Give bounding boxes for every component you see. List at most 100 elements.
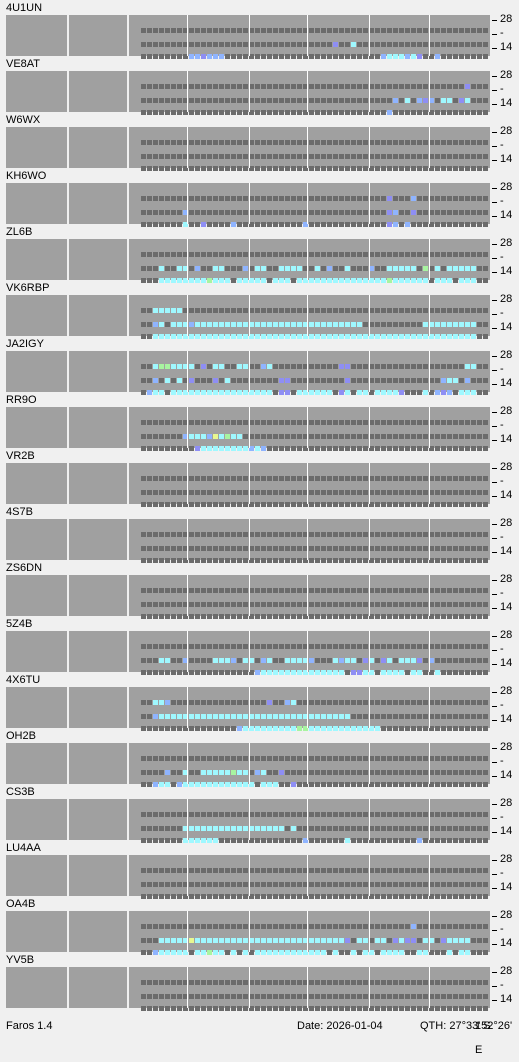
beacon-row[interactable]: ZL6B 28-14: [0, 224, 519, 283]
idle-cell: [147, 558, 152, 563]
signal-cell: [177, 378, 182, 383]
idle-cell: [231, 196, 236, 201]
idle-cell: [297, 210, 302, 215]
idle-cell: [339, 868, 344, 873]
idle-cell: [441, 210, 446, 215]
idle-cell: [483, 110, 488, 115]
idle-cell: [369, 546, 374, 551]
idle-cell: [297, 558, 302, 563]
signal-cell: [201, 322, 206, 327]
idle-cell: [141, 658, 146, 663]
idle-cell: [417, 490, 422, 495]
idle-cell: [147, 28, 152, 33]
idle-cell: [375, 994, 380, 999]
idle-cell: [225, 756, 230, 761]
signal-cell: [459, 266, 464, 271]
beacon-row[interactable]: 4X6TU 28-14: [0, 672, 519, 731]
idle-cell: [279, 558, 284, 563]
idle-cell: [381, 980, 386, 985]
beacon-row[interactable]: JA2IGY 28-14: [0, 336, 519, 395]
idle-cell: [399, 882, 404, 887]
idle-cell: [243, 378, 248, 383]
idle-cell: [447, 420, 452, 425]
idle-cell: [273, 700, 278, 705]
beacon-row[interactable]: 5Z4B 28-14: [0, 616, 519, 675]
beacon-row[interactable]: OH2B 28-14: [0, 728, 519, 787]
idle-cell: [459, 700, 464, 705]
idle-cell: [453, 476, 458, 481]
idle-cell: [309, 882, 314, 887]
beacon-row[interactable]: OA4B 28-14: [0, 896, 519, 955]
idle-cell: [477, 196, 482, 201]
idle-cell: [363, 924, 368, 929]
idle-cell: [315, 222, 320, 227]
beacon-row[interactable]: 4S7B 28-14: [0, 504, 519, 563]
idle-cell: [471, 210, 476, 215]
idle-cell: [459, 210, 464, 215]
idle-cell: [381, 476, 386, 481]
idle-cell: [291, 812, 296, 817]
signal-cell: [417, 334, 422, 339]
idle-cell: [267, 110, 272, 115]
signal-cell: [207, 434, 212, 439]
beacon-row[interactable]: ZS6DN 28-14: [0, 560, 519, 619]
signal-cell: [375, 278, 380, 283]
idle-cell: [159, 166, 164, 171]
idle-cell: [351, 210, 356, 215]
idle-cell: [471, 140, 476, 145]
signal-cell: [195, 266, 200, 271]
signal-cell: [195, 390, 200, 395]
beacon-row[interactable]: CS3B 28-14: [0, 784, 519, 843]
time-marker-line: [249, 351, 250, 392]
idle-cell: [411, 490, 416, 495]
idle-cell: [369, 502, 374, 507]
idle-cell: [471, 252, 476, 257]
time-marker-line: [429, 295, 430, 336]
idle-cell: [483, 196, 488, 201]
idle-cell: [387, 588, 392, 593]
beacon-row[interactable]: VE8AT 28-14: [0, 56, 519, 115]
idle-cell: [153, 938, 158, 943]
beacon-row[interactable]: W6WX 28-14: [0, 112, 519, 171]
signal-cell: [225, 658, 230, 663]
idle-cell: [369, 390, 374, 395]
beacon-row[interactable]: YV5B 28-14: [0, 952, 519, 1011]
idle-cell: [201, 882, 206, 887]
idle-cell: [243, 588, 248, 593]
idle-cell: [285, 756, 290, 761]
idle-cell: [477, 868, 482, 873]
idle-cell: [159, 812, 164, 817]
beacon-signal-panel: [69, 239, 127, 280]
beacon-row[interactable]: VK6RBP 28-14: [0, 280, 519, 339]
signal-cell: [333, 278, 338, 283]
beacon-signal-panel: [69, 687, 127, 728]
idle-cell: [273, 390, 278, 395]
beacon-row[interactable]: 4U1UN 28-14: [0, 0, 519, 59]
idle-cell: [405, 166, 410, 171]
idle-cell: [165, 614, 170, 619]
beacon-callsign: ZS6DN: [6, 562, 43, 574]
idle-cell: [261, 54, 266, 59]
signal-cell: [237, 322, 242, 327]
idle-cell: [471, 446, 476, 451]
signal-cell: [339, 364, 344, 369]
beacon-row[interactable]: VR2B 28-14: [0, 448, 519, 507]
beacon-row[interactable]: RR9O 28-14: [0, 392, 519, 451]
scale-tick: [492, 818, 497, 819]
idle-cell: [321, 924, 326, 929]
idle-cell: [363, 644, 368, 649]
idle-cell: [225, 812, 230, 817]
scale-tick: [492, 804, 497, 805]
idle-cell: [333, 770, 338, 775]
signal-cell: [471, 322, 476, 327]
time-marker-line: [307, 407, 308, 448]
idle-cell: [321, 308, 326, 313]
idle-cell: [279, 614, 284, 619]
idle-cell: [453, 980, 458, 985]
idle-cell: [333, 490, 338, 495]
beacon-row[interactable]: LU4AA 28-14: [0, 840, 519, 899]
beacon-row[interactable]: KH6WO 28-14: [0, 168, 519, 227]
signal-cell: [183, 434, 188, 439]
idle-cell: [483, 266, 488, 271]
idle-cell: [363, 756, 368, 761]
